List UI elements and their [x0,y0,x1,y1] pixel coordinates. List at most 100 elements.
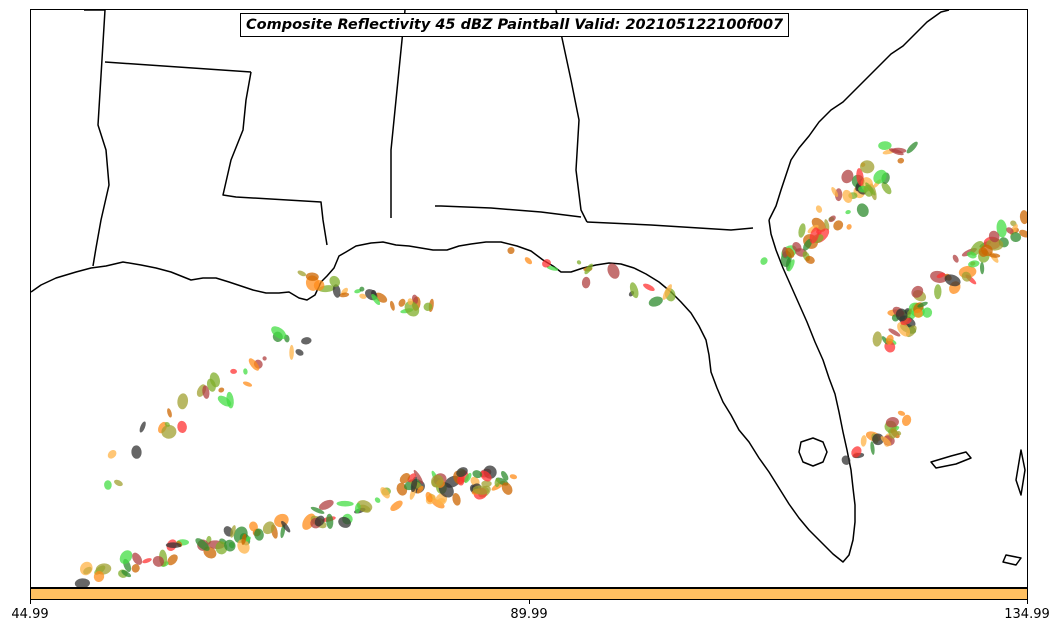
paintball-blob [329,275,341,287]
paintball-blob [437,498,446,503]
paintball-blob [480,470,492,482]
colorbar-tick-label-min: 44.99 [11,607,49,622]
lake-okeechobee [798,437,828,467]
paintball-blob [297,270,307,277]
paintball-blob [107,449,117,459]
paintball-blob [936,272,946,279]
map-canvas [31,10,1027,587]
paintball-blob [607,263,620,279]
paintball-blob [399,472,411,484]
paintball-blob [132,552,143,565]
paintball-blob [313,280,325,291]
paintball-blob [968,260,980,268]
paintball-blob [218,387,225,393]
paintball-blob [897,157,905,164]
paintball-blob [815,205,823,213]
paintball-blob [524,257,533,265]
paintball-blob [1006,227,1014,234]
paintball-blob [195,538,210,551]
paintball-blob [897,410,906,416]
paintball-blob [310,506,325,514]
paintball-blob [456,467,468,478]
paintball-blob [358,504,371,513]
paintball-blob [404,301,420,317]
paintball-blob [305,272,319,281]
paintball-blob [842,189,853,203]
paintball-blob [262,521,275,535]
paintball-blob [359,286,365,292]
paintball-blob [167,408,172,418]
paintball-blob [230,525,236,538]
paintball-blob [472,485,489,495]
paintball-blob [896,431,902,436]
paintball-blob [872,433,884,446]
paintball-blob [271,326,287,340]
paintball-blob [584,263,593,275]
paintball-blob [872,331,883,347]
paintball-blob [249,521,258,532]
state-border-ms-al [390,10,406,218]
paintball-blob [846,224,852,230]
paintball-blob [845,210,851,215]
paintball-blob [501,470,509,481]
colorbar-tick-label-max: 134.99 [1004,607,1050,622]
paintball-blob [873,169,887,184]
paintball-blob [411,294,419,305]
paintball-blob [856,168,864,186]
paintball-blob [878,141,892,151]
paintball-blob [242,381,253,387]
paintball-blob [354,502,361,514]
paintball-blob [318,499,334,510]
paintball-blob [507,246,515,255]
paintball-blob [336,500,354,507]
paintball-blob [472,470,483,479]
paintball-blob [785,247,795,258]
paintball-blob [165,542,182,549]
paintball-blob [104,480,112,490]
paintball-blob [542,259,551,268]
paintball-blob [888,428,898,439]
state-border-ms-river [222,71,328,246]
paintball-blob [870,441,875,455]
paintball-blob [407,298,414,305]
paintball-blob [831,187,839,197]
paintball-blob [885,417,899,428]
paintball-blob [805,255,815,264]
paintball-blob [889,148,904,156]
colorbar-tick [1027,600,1028,604]
paintball-blob [494,477,501,488]
paintball-blob [243,368,248,375]
island-outline [1015,449,1026,496]
paintball-blob [431,474,444,488]
paintball-blob [576,260,582,265]
paintball-blob [262,356,267,361]
paintball-blob [860,435,867,447]
paintball-blob [880,436,892,446]
paintball-blob [798,223,806,238]
paintball-blob [93,571,105,582]
paintball-blob [888,328,901,337]
paintball-blob [952,254,959,263]
paintball-blob [248,358,260,371]
paintball-blob [281,520,291,533]
colorbar-tick-label-mid: 89.99 [510,607,548,622]
paintball-blob [662,284,672,300]
colorbar-tick [529,600,530,604]
paintball-blob [944,274,961,287]
paintball-blob [913,308,923,318]
paintball-blob [139,421,146,433]
state-border-tx-la [92,10,110,267]
paintball-blob [380,487,390,499]
paintball-blob [121,570,132,578]
paintball-blob [906,141,918,154]
paintball-blob [177,393,189,410]
paintball-blob [206,378,216,392]
paintball-blob [254,528,264,541]
paintball-blob [374,497,381,503]
paintball-blob [289,344,294,360]
paintball-blob [202,385,210,399]
paintball-blob [359,293,367,299]
paintball-blob [114,479,123,487]
paintball-blob [824,219,830,231]
paintball-blob [142,558,152,564]
